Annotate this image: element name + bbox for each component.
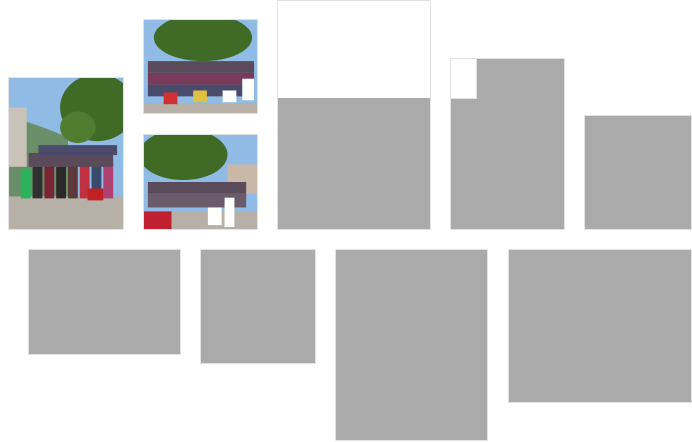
placeholder-blank-corner (451, 59, 477, 99)
gallery-photo-3[interactable] (143, 134, 258, 230)
gallery-placeholder-10[interactable] (508, 249, 692, 403)
gallery-placeholder-8[interactable] (200, 249, 316, 364)
placeholder-blank-area (278, 1, 430, 98)
gallery-placeholder-4[interactable] (277, 0, 431, 230)
group-photo-icon (144, 20, 257, 113)
group-photo-icon (144, 135, 257, 229)
gallery-photo-1[interactable] (8, 77, 124, 230)
gallery-placeholder-6[interactable] (584, 115, 692, 230)
gallery-placeholder-9[interactable] (335, 249, 488, 441)
gallery-placeholder-7[interactable] (28, 249, 181, 355)
gallery-placeholder-5[interactable] (450, 58, 565, 230)
gallery-photo-2[interactable] (143, 19, 258, 114)
group-photo-icon (9, 78, 123, 229)
